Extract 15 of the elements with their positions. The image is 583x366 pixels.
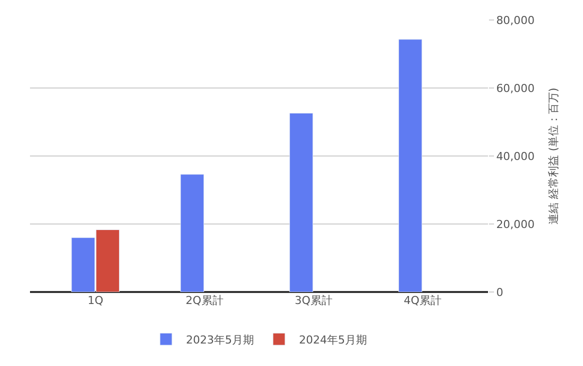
bar <box>180 174 204 292</box>
x-tick-label: 3Q累計 <box>294 294 332 307</box>
x-tick-label: 1Q <box>88 294 104 307</box>
y-tick-label: 60,000 <box>496 82 535 95</box>
x-tick-label: 4Q累計 <box>404 294 442 307</box>
y-tick-label: 0 <box>496 286 504 299</box>
bar <box>289 112 314 292</box>
legend-label: 2024年5月期 <box>299 333 367 346</box>
legend-label: 2023年5月期 <box>186 333 254 346</box>
y-tick-label: 20,000 <box>496 218 535 231</box>
y-tick-label: 40,000 <box>496 150 535 163</box>
bar <box>398 39 422 292</box>
x-tick-label: 2Q累計 <box>186 294 224 307</box>
y-axis-title: 連結 経常利益 (単位：百万) <box>546 88 560 224</box>
y-tick-label: 80,000 <box>496 14 535 27</box>
